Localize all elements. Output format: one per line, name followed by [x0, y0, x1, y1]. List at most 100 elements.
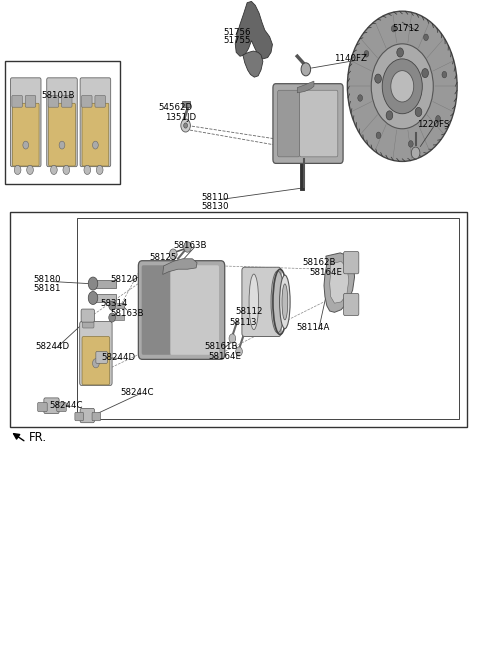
Circle shape [109, 313, 116, 322]
Polygon shape [235, 1, 273, 59]
Text: 1351JD: 1351JD [165, 113, 196, 122]
Text: 58163B: 58163B [173, 241, 207, 250]
Circle shape [376, 132, 381, 138]
FancyBboxPatch shape [80, 78, 111, 167]
Circle shape [27, 165, 34, 174]
Text: 54562D: 54562D [159, 103, 193, 112]
Circle shape [408, 140, 413, 147]
FancyBboxPatch shape [11, 78, 41, 167]
Circle shape [442, 72, 447, 78]
Circle shape [364, 51, 369, 57]
FancyBboxPatch shape [273, 84, 343, 163]
Text: 51755: 51755 [223, 36, 251, 45]
Circle shape [109, 301, 116, 310]
Circle shape [358, 94, 362, 101]
Circle shape [411, 147, 420, 159]
Text: 58161B: 58161B [204, 342, 238, 351]
FancyBboxPatch shape [278, 91, 300, 157]
Text: 58114A: 58114A [296, 323, 330, 333]
FancyBboxPatch shape [81, 309, 95, 322]
Text: FR.: FR. [29, 431, 47, 444]
Circle shape [63, 165, 70, 174]
Circle shape [348, 11, 457, 161]
FancyBboxPatch shape [75, 412, 84, 420]
Text: 1140FZ: 1140FZ [335, 54, 367, 64]
Circle shape [386, 111, 393, 120]
FancyBboxPatch shape [48, 103, 75, 166]
Bar [182, 100, 191, 107]
FancyBboxPatch shape [82, 103, 109, 166]
Text: 58112: 58112 [235, 306, 263, 316]
Ellipse shape [249, 274, 259, 329]
FancyBboxPatch shape [344, 293, 359, 316]
Text: 58120: 58120 [110, 275, 138, 284]
Circle shape [375, 74, 382, 83]
Text: 58244D: 58244D [102, 353, 136, 362]
Text: 58244D: 58244D [36, 342, 70, 351]
Text: 58130: 58130 [202, 202, 229, 211]
Bar [10, 212, 467, 427]
Circle shape [88, 291, 98, 304]
FancyBboxPatch shape [12, 103, 39, 166]
Polygon shape [324, 253, 355, 312]
Polygon shape [297, 81, 314, 93]
FancyBboxPatch shape [83, 318, 94, 328]
Circle shape [422, 68, 429, 77]
Polygon shape [330, 261, 349, 303]
FancyBboxPatch shape [57, 403, 66, 411]
Bar [93, 294, 116, 302]
Text: 58181: 58181 [34, 284, 61, 293]
Text: 58164E: 58164E [208, 352, 241, 361]
FancyBboxPatch shape [80, 321, 112, 386]
Ellipse shape [271, 271, 284, 333]
Circle shape [88, 277, 98, 290]
Circle shape [391, 71, 414, 102]
Circle shape [169, 249, 177, 259]
Text: 58110: 58110 [202, 193, 229, 202]
FancyBboxPatch shape [170, 265, 219, 355]
Ellipse shape [282, 284, 288, 320]
Text: 58244C: 58244C [120, 388, 154, 396]
Circle shape [23, 141, 29, 149]
Polygon shape [243, 51, 263, 77]
Text: 58164E: 58164E [309, 268, 342, 277]
Circle shape [14, 165, 21, 174]
Text: 58113: 58113 [229, 318, 257, 327]
Bar [77, 218, 458, 419]
Text: 58125: 58125 [149, 253, 177, 262]
Circle shape [229, 334, 236, 343]
Circle shape [96, 165, 103, 174]
FancyBboxPatch shape [95, 96, 106, 107]
Text: 58101B: 58101B [41, 91, 74, 100]
Text: 58163B: 58163B [110, 309, 144, 318]
Text: 1220FS: 1220FS [417, 119, 449, 129]
Circle shape [84, 165, 91, 174]
Circle shape [371, 44, 433, 129]
FancyBboxPatch shape [92, 412, 101, 420]
Bar [112, 303, 123, 308]
Circle shape [181, 119, 191, 132]
Circle shape [391, 26, 396, 32]
Text: 51756: 51756 [223, 28, 251, 37]
FancyBboxPatch shape [44, 398, 59, 413]
FancyBboxPatch shape [25, 96, 36, 107]
FancyBboxPatch shape [12, 96, 23, 107]
Circle shape [59, 141, 65, 149]
FancyBboxPatch shape [37, 403, 47, 411]
Text: 58314: 58314 [101, 298, 128, 308]
Circle shape [184, 123, 188, 128]
Text: 58162B: 58162B [302, 258, 336, 267]
Bar [93, 279, 116, 287]
Polygon shape [163, 258, 197, 274]
Text: 58244C: 58244C [49, 401, 83, 409]
Bar [5, 62, 120, 184]
Circle shape [93, 359, 99, 368]
FancyBboxPatch shape [47, 78, 77, 167]
FancyBboxPatch shape [242, 267, 281, 337]
FancyBboxPatch shape [61, 96, 72, 107]
FancyBboxPatch shape [300, 91, 338, 157]
Circle shape [50, 165, 57, 174]
FancyBboxPatch shape [48, 96, 59, 107]
FancyBboxPatch shape [138, 260, 225, 359]
Text: 58180: 58180 [34, 275, 61, 284]
